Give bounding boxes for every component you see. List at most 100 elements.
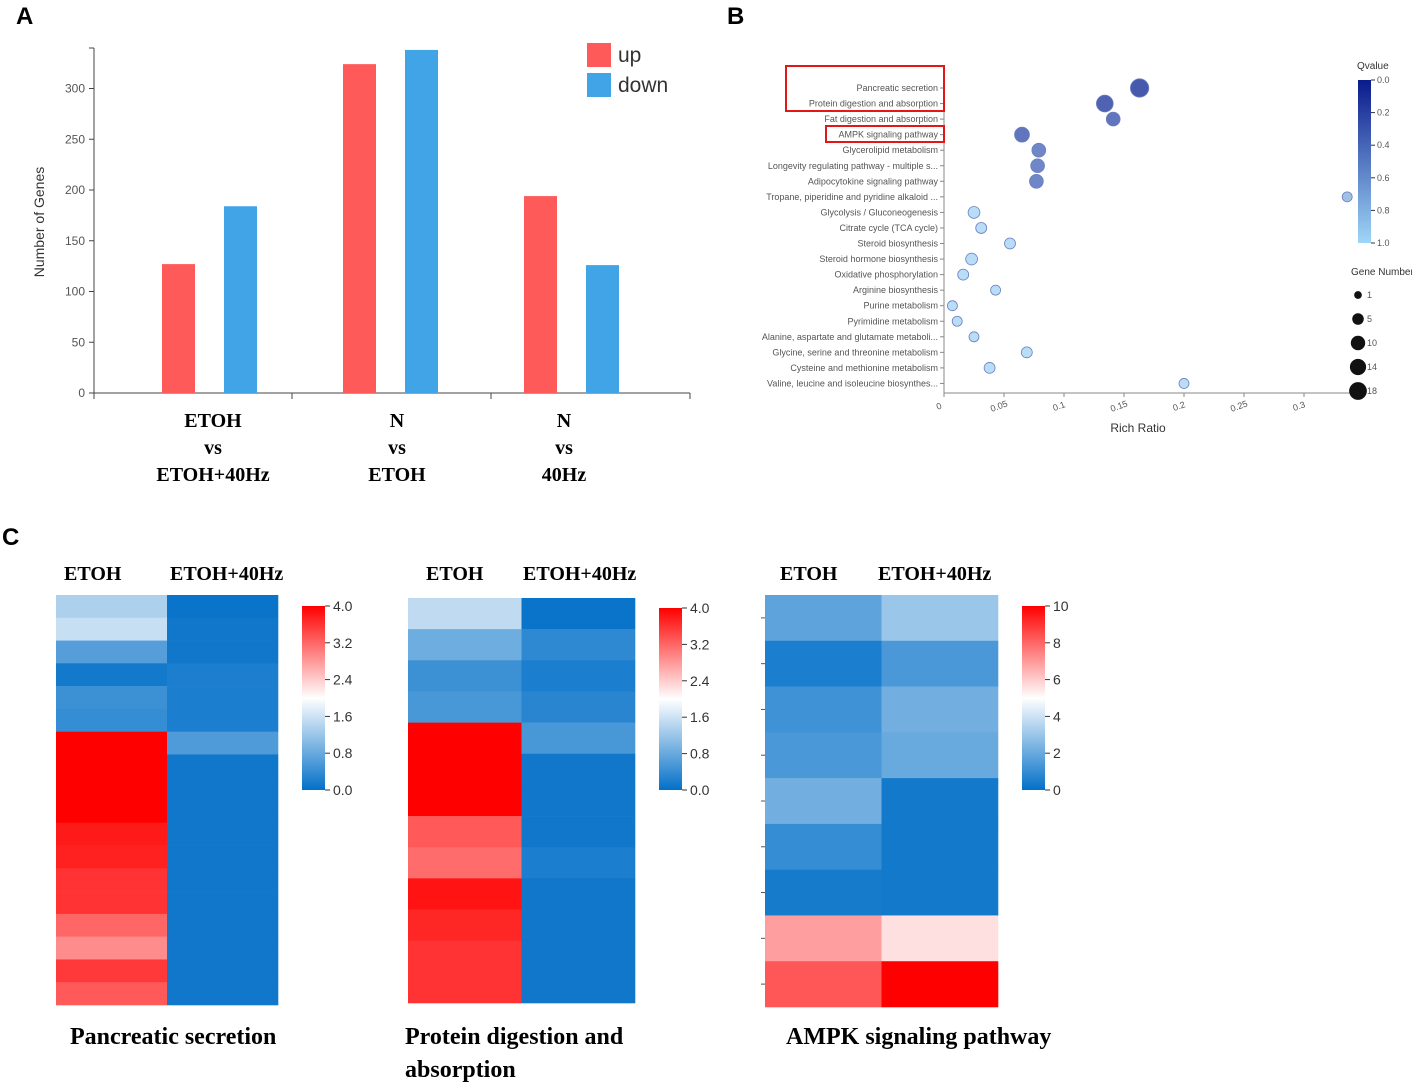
pathway-label: AMPK signaling pathway	[838, 130, 938, 140]
colorbar-tick-label: 2	[1053, 745, 1061, 761]
panel-b-highlight-boxes	[785, 65, 945, 143]
heatmap-cell	[881, 732, 999, 779]
panel-a-ytick-label: 150	[65, 234, 85, 248]
heatmap-title: Pancreatic secretion	[70, 1024, 276, 1050]
pathway-point	[990, 284, 1001, 296]
size-legend-dot	[1349, 382, 1367, 400]
pathway-label: Longevity regulating pathway - multiple …	[768, 161, 938, 171]
heatmap-column-label: ETOH+40Hz	[170, 563, 283, 585]
heatmap-cell	[56, 754, 168, 778]
heatmap-cell	[521, 971, 636, 1004]
colorbar-tick-label: 4.0	[333, 598, 353, 614]
panel-b-size-legend: Gene Number 1 5 10 14 18	[1349, 267, 1412, 400]
heatmap-cell	[408, 816, 522, 848]
pathway-label: Valine, leucine and isoleucine biosynthe…	[767, 378, 938, 388]
heatmap-cell	[56, 800, 168, 824]
heatmap-cell	[167, 663, 279, 687]
qvalue-legend-title: Qvalue	[1357, 61, 1389, 72]
panel-a-ytick-label: 300	[65, 82, 85, 96]
size-legend-title: Gene Number	[1351, 267, 1412, 278]
colorbar-tick-label: 3.2	[690, 636, 710, 652]
size-legend-label: 5	[1367, 314, 1372, 324]
qvalue-tick-label: 1.0	[1377, 238, 1390, 248]
pathway-label: Pancreatic secretion	[856, 83, 938, 93]
panel-label-a: A	[16, 3, 33, 30]
panel-b-bubble-chart: 0 0.05 0.1 0.15 0.2 0.25 0.3 Pancreatic secret…	[762, 61, 1412, 435]
heatmap-cell	[765, 595, 882, 642]
heatmap-cell	[765, 915, 882, 962]
heatmap-column-label: ETOH	[426, 563, 484, 585]
heatmap-cell	[56, 617, 168, 641]
pathway-label: Cysteine and methionine metabolism	[790, 363, 938, 373]
panel-a-category-label: vs	[204, 437, 222, 459]
panel-a-category-label: N	[557, 410, 572, 432]
heatmap-title: Protein digestion and	[405, 1024, 624, 1050]
heatmap-colorbar	[1022, 606, 1045, 790]
pathway-label: Alanine, aspartate and glutamate metabol…	[762, 332, 938, 342]
heatmap-cell	[56, 913, 168, 937]
panel-b-xtick-label: 0.25	[1229, 398, 1249, 413]
heatmap-cell	[521, 691, 636, 723]
heatmap-cell	[881, 961, 999, 1008]
heatmap-cell	[167, 936, 279, 960]
qvalue-tick-label: 0.2	[1377, 108, 1390, 118]
pathway-label: Glycine, serine and threonine metabolism	[772, 347, 938, 357]
heatmap-cell	[521, 598, 636, 630]
pathway-point	[1130, 78, 1150, 98]
heatmap-cell	[408, 722, 522, 755]
bar-down-2	[405, 49, 438, 394]
panel-b-xtick-label: 0.1	[1051, 399, 1066, 413]
heatmap-column-label: ETOH+40Hz	[523, 563, 636, 585]
pathway-label: Citrate cycle (TCA cycle)	[839, 223, 938, 233]
qvalue-tick-label: 0.8	[1377, 205, 1390, 215]
heatmap-cell	[408, 878, 522, 910]
colorbar-tick-label: 4.0	[690, 600, 710, 616]
pathway-point	[1178, 378, 1190, 389]
pathway-point	[967, 206, 981, 219]
heatmap-cell	[881, 640, 999, 687]
heatmap-cell	[765, 732, 882, 779]
heatmap-cell	[167, 982, 279, 1006]
legend-swatch-down	[587, 73, 611, 97]
pathway-label: Arginine biosynthesis	[853, 285, 939, 295]
pathway-point	[1341, 191, 1353, 203]
heatmap-cell	[167, 754, 279, 778]
colorbar-tick-label: 0.0	[333, 782, 353, 798]
heatmap-cell	[408, 971, 522, 1004]
heatmap-cell	[881, 686, 999, 733]
pathway-label: Oxidative phosphorylation	[834, 270, 938, 280]
panel-a-category-label: vs	[555, 437, 573, 459]
heatmap-cell	[408, 753, 522, 786]
bar-down-3	[586, 265, 619, 393]
heatmap-cell	[56, 663, 168, 687]
heatmap-cell	[56, 640, 168, 664]
panel-b-xtick-label: 0.15	[1109, 398, 1129, 413]
heatmap-cell	[521, 878, 636, 910]
colorbar-tick-label: 2.4	[333, 672, 353, 688]
qvalue-colorbar	[1358, 80, 1371, 243]
heatmap-cell	[56, 891, 168, 915]
pathway-label: Protein digestion and absorption	[809, 99, 938, 109]
heatmap-cell	[408, 909, 522, 941]
size-legend-label: 1	[1367, 290, 1372, 300]
heatmap-cell	[521, 847, 636, 879]
bar-down-1	[224, 206, 257, 393]
qvalue-tick-label: 0.6	[1377, 173, 1390, 183]
pathway-point	[1004, 237, 1016, 250]
heatmap-title: absorption	[405, 1057, 516, 1083]
pathway-label: Adipocytokine signaling pathway	[808, 176, 939, 186]
heatmap-cell	[881, 778, 999, 825]
heatmap-cell	[408, 784, 522, 817]
pathway-label: Tropane, piperidine and pyridine alkaloi…	[766, 192, 938, 202]
heatmap-cell	[56, 686, 168, 710]
colorbar-tick-label: 8	[1053, 635, 1061, 651]
heatmap-cell	[167, 800, 279, 824]
panel-a-category-label: N	[390, 410, 405, 432]
heatmap-cell	[881, 869, 999, 916]
heatmap-cell	[56, 936, 168, 960]
panel-a-category-label: ETOH+40Hz	[156, 464, 269, 486]
heatmap-cell	[521, 940, 636, 973]
heatmap-cell	[56, 595, 168, 619]
heatmap-cell	[521, 753, 636, 786]
